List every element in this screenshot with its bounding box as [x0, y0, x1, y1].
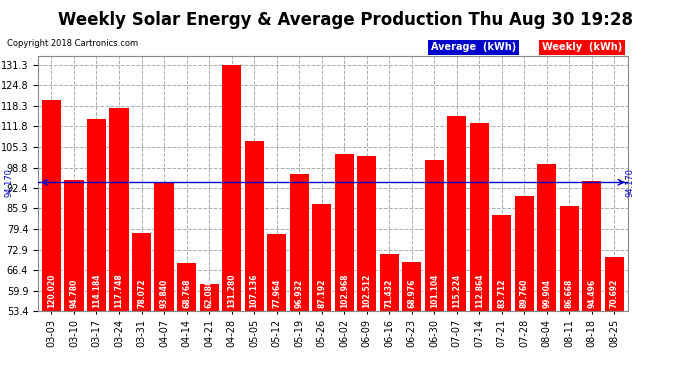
Text: 94.170: 94.170 — [625, 168, 635, 197]
Text: Weekly Solar Energy & Average Production Thu Aug 30 19:28: Weekly Solar Energy & Average Production… — [57, 11, 633, 29]
Text: 93.840: 93.840 — [159, 279, 168, 308]
Bar — [110, 108, 128, 375]
Text: 94.170: 94.170 — [4, 168, 14, 197]
Bar — [357, 156, 376, 375]
Bar — [244, 141, 264, 375]
Bar — [582, 181, 602, 375]
Bar — [42, 100, 61, 375]
Bar — [492, 215, 511, 375]
Text: 101.104: 101.104 — [430, 274, 439, 308]
Text: 86.668: 86.668 — [565, 279, 574, 308]
Bar — [560, 206, 579, 375]
Text: 77.964: 77.964 — [272, 279, 281, 308]
Bar — [424, 160, 444, 375]
Text: 94.780: 94.780 — [70, 279, 79, 308]
Text: 131.280: 131.280 — [227, 274, 236, 308]
Text: 117.748: 117.748 — [115, 273, 124, 308]
Text: 71.432: 71.432 — [385, 279, 394, 308]
Text: 89.760: 89.760 — [520, 279, 529, 308]
Bar — [87, 119, 106, 375]
Bar — [402, 262, 422, 375]
Text: 102.968: 102.968 — [339, 274, 348, 308]
Bar — [335, 154, 354, 375]
Text: 112.864: 112.864 — [475, 274, 484, 308]
Text: 107.136: 107.136 — [250, 274, 259, 308]
Text: 99.904: 99.904 — [542, 279, 551, 308]
Text: 68.976: 68.976 — [407, 279, 416, 308]
Bar — [132, 233, 151, 375]
Bar — [447, 116, 466, 375]
Text: 94.496: 94.496 — [587, 279, 596, 308]
Bar — [312, 204, 331, 375]
Bar — [380, 254, 399, 375]
Text: Average  (kWh): Average (kWh) — [431, 42, 517, 52]
Text: 68.768: 68.768 — [182, 279, 191, 308]
Text: 83.712: 83.712 — [497, 279, 506, 308]
Text: 87.192: 87.192 — [317, 279, 326, 308]
Text: 62.080: 62.080 — [204, 279, 214, 308]
Text: 115.224: 115.224 — [452, 274, 462, 308]
Bar — [155, 183, 174, 375]
Text: 102.512: 102.512 — [362, 274, 371, 308]
Bar — [199, 284, 219, 375]
Text: 78.072: 78.072 — [137, 279, 146, 308]
Text: 120.020: 120.020 — [47, 274, 56, 308]
Bar — [470, 123, 489, 375]
Text: 114.184: 114.184 — [92, 274, 101, 308]
Bar — [605, 256, 624, 375]
Bar — [222, 65, 242, 375]
Bar — [177, 262, 196, 375]
Text: Weekly  (kWh): Weekly (kWh) — [542, 42, 622, 52]
Text: 96.932: 96.932 — [295, 279, 304, 308]
Bar — [538, 164, 556, 375]
Bar — [64, 180, 83, 375]
Bar — [515, 196, 534, 375]
Text: 70.692: 70.692 — [610, 279, 619, 308]
Text: Copyright 2018 Cartronics.com: Copyright 2018 Cartronics.com — [7, 39, 138, 48]
Bar — [267, 234, 286, 375]
Bar — [290, 174, 308, 375]
